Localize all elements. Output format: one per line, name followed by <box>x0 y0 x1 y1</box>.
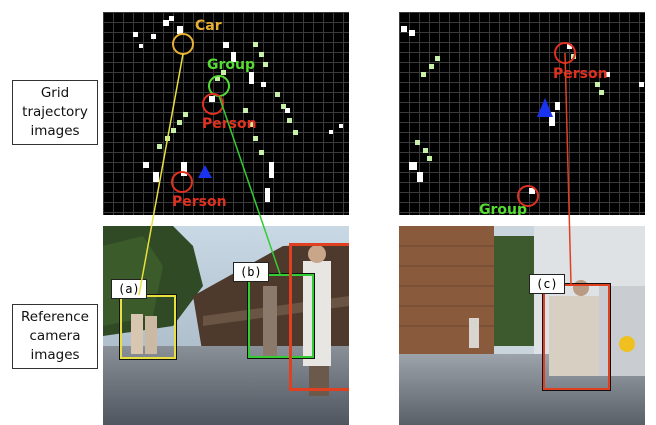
annotation-circles-left <box>171 33 230 193</box>
person-circle <box>554 42 576 64</box>
grid-trajectory-image-right: Person Group <box>399 12 645 215</box>
car-circle <box>172 33 194 55</box>
label-person: Person <box>553 66 608 82</box>
label-group: Group <box>479 202 528 215</box>
label-car: Car <box>195 18 222 34</box>
label-person-top: Person <box>202 116 257 132</box>
person-circle-bottom <box>171 171 193 193</box>
grid-trajectory-image-left: Car Group Person Person <box>103 12 349 215</box>
trajectory-points-right <box>401 26 644 194</box>
tag-a: (a) <box>111 279 147 299</box>
person-circle-top <box>202 93 224 115</box>
reference-camera-image-left: (a) (b) <box>103 226 349 425</box>
row-label-reference: Reference camera images <box>12 304 98 369</box>
tag-c: (c) <box>529 274 565 294</box>
robot-triangle-icon <box>198 165 212 178</box>
group-circle <box>208 75 230 97</box>
annotation-circles-right <box>517 42 576 207</box>
row-label-grid: Grid trajectory images <box>12 80 98 145</box>
tag-b: (b) <box>233 262 269 282</box>
robot-triangle-icon <box>537 98 553 117</box>
box-a <box>119 294 177 360</box>
box-person-red <box>289 243 349 391</box>
label-group: Group <box>207 57 256 73</box>
group-circle <box>517 185 539 207</box>
box-c <box>542 283 611 391</box>
label-person-bottom: Person <box>172 194 227 210</box>
box-b <box>247 273 315 359</box>
reference-camera-image-right: (c) <box>399 226 645 425</box>
